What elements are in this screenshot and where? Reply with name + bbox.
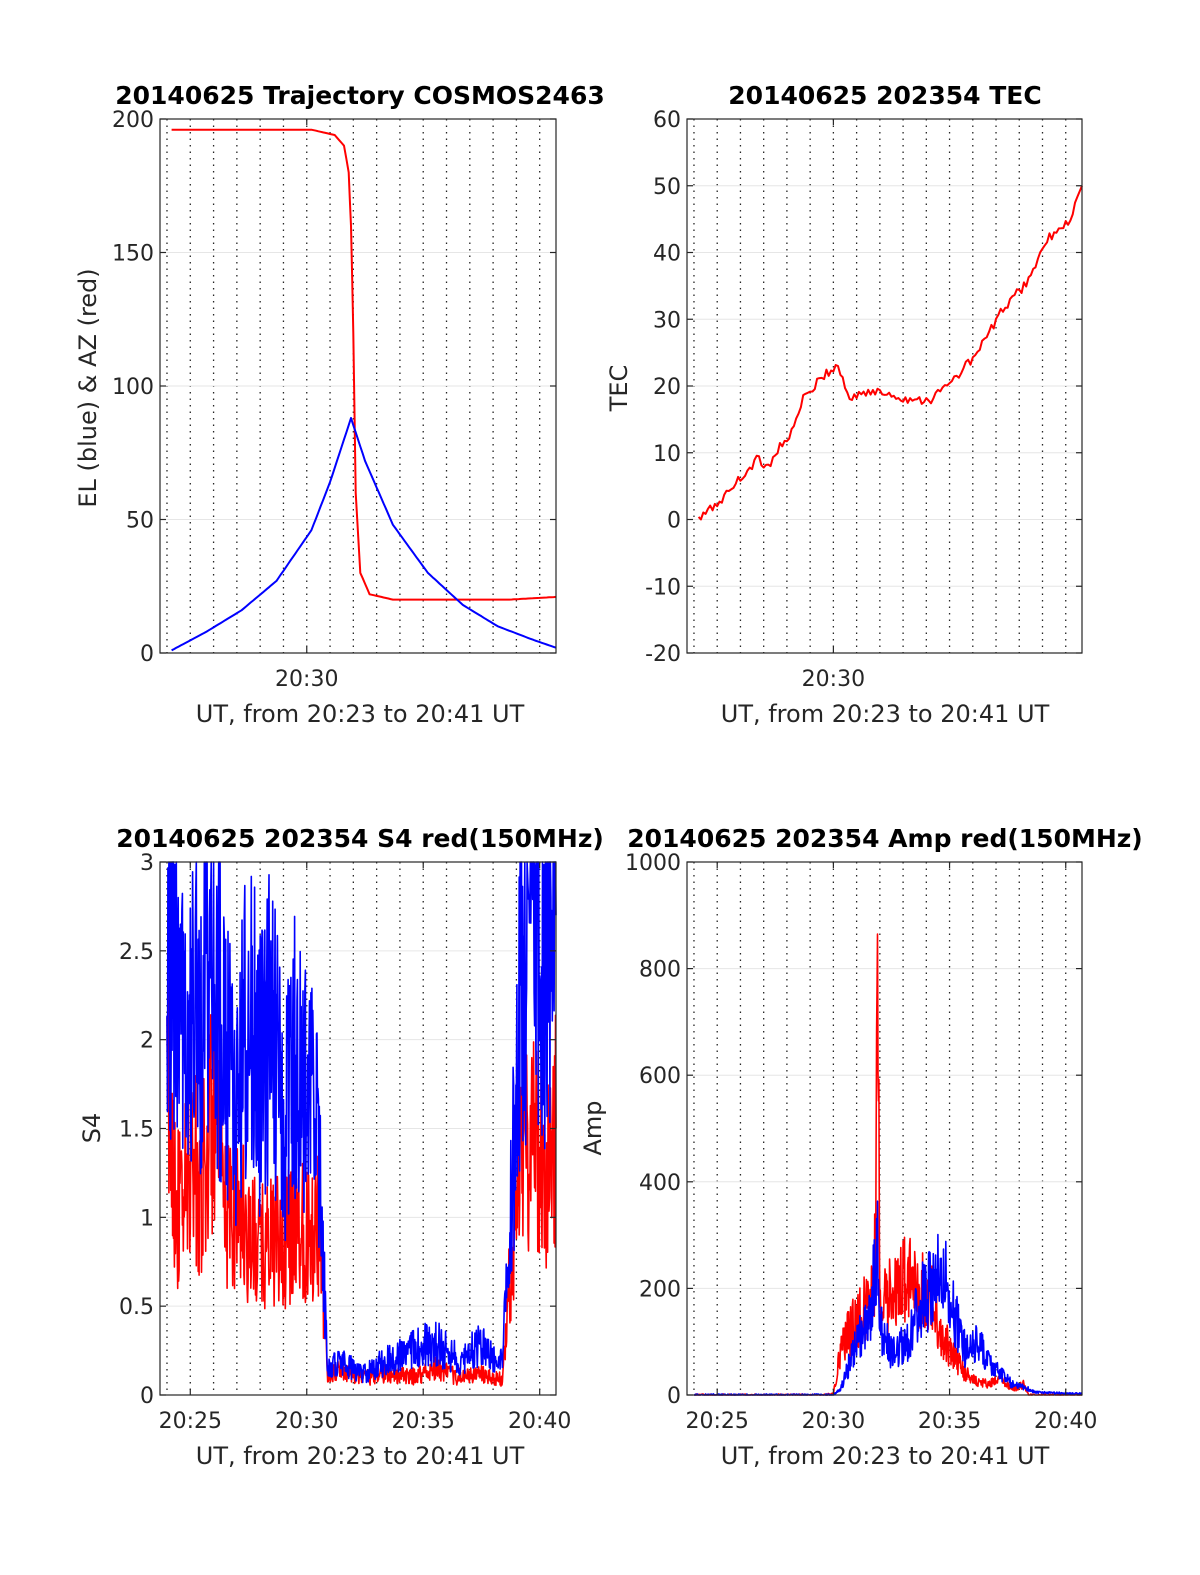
- trajectory-xlabel: UT, from 20:23 to 20:41 UT: [196, 700, 525, 728]
- x-tick-label: 20:30: [275, 667, 338, 692]
- y-tick-label: 30: [653, 308, 681, 333]
- s4-ylabel: S4: [78, 1113, 106, 1144]
- y-tick-label: 200: [112, 108, 154, 133]
- amp-ticks: 0 200 400 600 800 1000 20:25 20:30 20:35 20:40: [625, 851, 1097, 1434]
- y-tick-label: 1: [140, 1206, 154, 1231]
- trajectory-series-blue-line: [171, 417, 557, 652]
- amp-title: 20140625 202354 Amp red(150MHz): [627, 824, 1143, 853]
- y-tick-label: 50: [653, 175, 681, 200]
- amp-xlabel: UT, from 20:23 to 20:41 UT: [721, 1442, 1050, 1470]
- y-tick-label: 0: [140, 1384, 154, 1409]
- x-tick-label: 20:35: [392, 1409, 455, 1434]
- y-tick-label: 2.5: [119, 940, 154, 965]
- y-tick-label: 60: [653, 108, 681, 133]
- amp-plot-area: [687, 862, 1082, 1395]
- y-tick-label: 100: [112, 375, 154, 400]
- y-tick-label: 0.5: [119, 1295, 154, 1320]
- x-tick-label: 20:30: [802, 1409, 865, 1434]
- trajectory-ticks: 0 50 100 150 200 20:30: [112, 108, 556, 692]
- y-tick-label: -20: [645, 642, 681, 667]
- trajectory-panel: 0 50 100 150 200 20:30 20140625 Trajectory CO…: [74, 81, 605, 728]
- y-tick-label: 40: [653, 242, 681, 267]
- trajectory-ylabel: EL (blue) & AZ (red): [74, 268, 102, 507]
- y-tick-label: 1.5: [119, 1118, 154, 1143]
- amp-series-blue-line: [693, 1200, 1083, 1396]
- trajectory-series-red-line: [171, 128, 557, 601]
- y-tick-label: 200: [639, 1277, 681, 1302]
- s4-series-red-line: [166, 973, 557, 1387]
- amp-axes-box: [686, 861, 1083, 1396]
- y-tick-label: 20: [653, 375, 681, 400]
- y-tick-label: -10: [645, 575, 681, 600]
- y-tick-label: 10: [653, 442, 681, 467]
- s4-title: 20140625 202354 S4 red(150MHz): [116, 824, 604, 853]
- y-tick-label: 1000: [625, 851, 681, 876]
- tec-series: [697, 185, 1083, 521]
- s4-ticks: 0 0.5 1 1.5 2 2.5 3 20:25 20:30 20:35 20:40: [119, 851, 571, 1434]
- x-tick-label: 20:25: [686, 1409, 749, 1434]
- trajectory-title: 20140625 Trajectory COSMOS2463: [115, 81, 605, 110]
- x-tick-label: 20:25: [159, 1409, 222, 1434]
- y-tick-label: 150: [112, 242, 154, 267]
- x-tick-label: 20:30: [802, 667, 865, 692]
- s4-xlabel: UT, from 20:23 to 20:41 UT: [196, 1442, 525, 1470]
- amp-ylabel: Amp: [579, 1100, 607, 1155]
- y-tick-label: 3: [140, 851, 154, 876]
- y-tick-label: 0: [140, 642, 154, 667]
- x-tick-label: 20:40: [1034, 1409, 1097, 1434]
- y-tick-label: 2: [140, 1029, 154, 1054]
- trajectory-series: [171, 128, 557, 652]
- s4-series-blue-line: [166, 861, 557, 1384]
- tec-panel: -20 -10 0 10 20 30 40 50 60 20:30 20140625 202354…: [605, 81, 1083, 728]
- tec-xlabel: UT, from 20:23 to 20:41 UT: [721, 700, 1050, 728]
- y-tick-label: 0: [667, 1384, 681, 1409]
- x-tick-label: 20:35: [918, 1409, 981, 1434]
- y-tick-label: 800: [639, 958, 681, 983]
- tec-title: 20140625 202354 TEC: [728, 81, 1041, 110]
- amp-panel: 0 200 400 600 800 1000 20:25 20:30 20:35 20:40 20…: [579, 824, 1143, 1470]
- x-tick-label: 20:30: [275, 1409, 338, 1434]
- tec-series-red-line: [697, 185, 1083, 521]
- s4-panel: 0 0.5 1 1.5 2 2.5 3 20:25 20:30 20:35 20:40 201406…: [78, 824, 604, 1470]
- s4-series: [166, 861, 557, 1387]
- y-tick-label: 50: [126, 509, 154, 534]
- tec-grid: [687, 118, 1082, 654]
- y-tick-label: 0: [667, 509, 681, 534]
- y-tick-label: 600: [639, 1064, 681, 1089]
- tec-ylabel: TEC: [605, 365, 633, 413]
- tec-ticks: -20 -10 0 10 20 30 40 50 60 20:30: [645, 108, 1082, 692]
- x-tick-label: 20:40: [508, 1409, 571, 1434]
- y-tick-label: 400: [639, 1171, 681, 1196]
